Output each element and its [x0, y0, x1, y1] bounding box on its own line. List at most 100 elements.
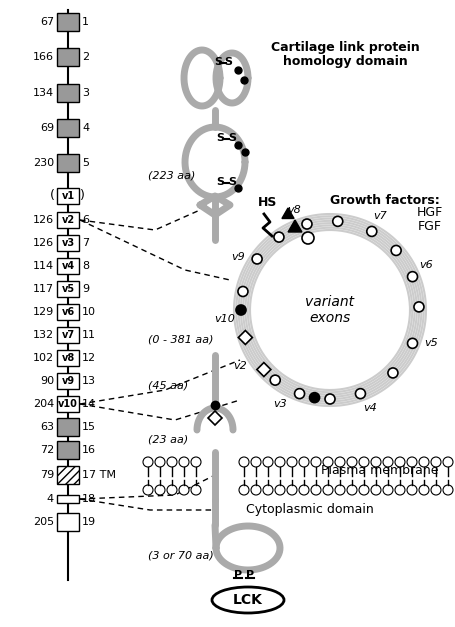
Text: v10: v10 — [58, 399, 78, 409]
Circle shape — [324, 394, 334, 404]
Circle shape — [366, 226, 376, 236]
Circle shape — [286, 457, 296, 467]
Circle shape — [310, 485, 320, 495]
Text: 4: 4 — [82, 123, 89, 133]
Circle shape — [286, 485, 296, 495]
Text: S: S — [216, 133, 223, 143]
Text: (223 aa): (223 aa) — [148, 170, 195, 180]
Circle shape — [387, 368, 397, 378]
FancyBboxPatch shape — [57, 304, 79, 320]
Polygon shape — [256, 362, 270, 377]
Circle shape — [263, 457, 273, 467]
Text: P: P — [245, 570, 253, 580]
Text: 5: 5 — [82, 158, 89, 168]
Circle shape — [167, 485, 177, 495]
Text: 13: 13 — [82, 376, 96, 386]
FancyBboxPatch shape — [57, 188, 79, 204]
Text: v4: v4 — [362, 403, 376, 413]
Circle shape — [274, 457, 284, 467]
Text: v9: v9 — [61, 376, 75, 386]
Text: HGF: HGF — [416, 206, 442, 219]
Text: 114: 114 — [33, 261, 54, 271]
Text: v1: v1 — [61, 191, 75, 201]
Text: 166: 166 — [33, 52, 54, 62]
Circle shape — [358, 485, 368, 495]
Circle shape — [301, 219, 311, 229]
Text: 102: 102 — [33, 353, 54, 363]
Text: Growth factors:: Growth factors: — [329, 194, 439, 206]
Text: 8: 8 — [82, 261, 89, 271]
Text: v9: v9 — [231, 252, 244, 262]
Text: 129: 129 — [33, 307, 54, 317]
Circle shape — [191, 457, 201, 467]
Circle shape — [358, 457, 368, 467]
Circle shape — [309, 393, 319, 403]
Text: 79: 79 — [40, 470, 54, 480]
Text: 19: 19 — [82, 517, 96, 527]
Circle shape — [250, 457, 260, 467]
Text: 10: 10 — [82, 307, 96, 317]
Text: 117: 117 — [33, 284, 54, 294]
Circle shape — [155, 485, 165, 495]
Circle shape — [298, 485, 308, 495]
Circle shape — [322, 457, 332, 467]
Circle shape — [406, 457, 416, 467]
Text: v4: v4 — [61, 261, 75, 271]
FancyBboxPatch shape — [57, 495, 79, 503]
FancyBboxPatch shape — [57, 48, 79, 66]
Circle shape — [332, 216, 342, 226]
Text: P: P — [233, 570, 242, 580]
Circle shape — [442, 457, 452, 467]
Circle shape — [263, 485, 273, 495]
FancyBboxPatch shape — [57, 327, 79, 343]
Text: FGF: FGF — [417, 219, 441, 233]
Text: v2: v2 — [61, 215, 75, 225]
Text: homology domain: homology domain — [282, 56, 406, 68]
Text: v8: v8 — [286, 206, 300, 216]
Text: 6: 6 — [82, 215, 89, 225]
Text: 67: 67 — [40, 17, 54, 27]
Text: S: S — [228, 133, 236, 143]
Circle shape — [238, 457, 248, 467]
Circle shape — [430, 457, 440, 467]
Circle shape — [382, 457, 392, 467]
Text: Plasma membrane: Plasma membrane — [320, 463, 438, 477]
Circle shape — [418, 457, 428, 467]
Text: v3: v3 — [61, 238, 75, 248]
FancyBboxPatch shape — [57, 350, 79, 366]
Circle shape — [167, 457, 177, 467]
Circle shape — [334, 457, 344, 467]
Circle shape — [250, 485, 260, 495]
Circle shape — [238, 287, 248, 297]
Text: variant
exons: variant exons — [305, 295, 354, 325]
Text: HS: HS — [258, 196, 277, 209]
FancyBboxPatch shape — [57, 154, 79, 172]
Text: 132: 132 — [33, 330, 54, 340]
Text: 2: 2 — [82, 52, 89, 62]
Circle shape — [143, 485, 153, 495]
Text: (0 - 381 aa): (0 - 381 aa) — [148, 335, 213, 345]
Text: 16: 16 — [82, 445, 96, 455]
Circle shape — [322, 485, 332, 495]
Circle shape — [298, 457, 308, 467]
Circle shape — [370, 457, 380, 467]
Circle shape — [418, 485, 428, 495]
Text: v10: v10 — [213, 314, 234, 324]
Text: 72: 72 — [40, 445, 54, 455]
FancyBboxPatch shape — [57, 441, 79, 459]
Circle shape — [394, 457, 404, 467]
FancyBboxPatch shape — [57, 258, 79, 274]
Polygon shape — [238, 330, 252, 344]
Text: v8: v8 — [61, 353, 75, 363]
FancyBboxPatch shape — [57, 212, 79, 228]
Circle shape — [310, 457, 320, 467]
Circle shape — [274, 485, 284, 495]
Circle shape — [238, 485, 248, 495]
FancyBboxPatch shape — [57, 84, 79, 102]
FancyBboxPatch shape — [57, 513, 79, 531]
Circle shape — [413, 302, 423, 312]
Circle shape — [179, 457, 188, 467]
Text: v6: v6 — [61, 307, 75, 317]
Circle shape — [155, 457, 165, 467]
Text: v3: v3 — [273, 399, 287, 409]
